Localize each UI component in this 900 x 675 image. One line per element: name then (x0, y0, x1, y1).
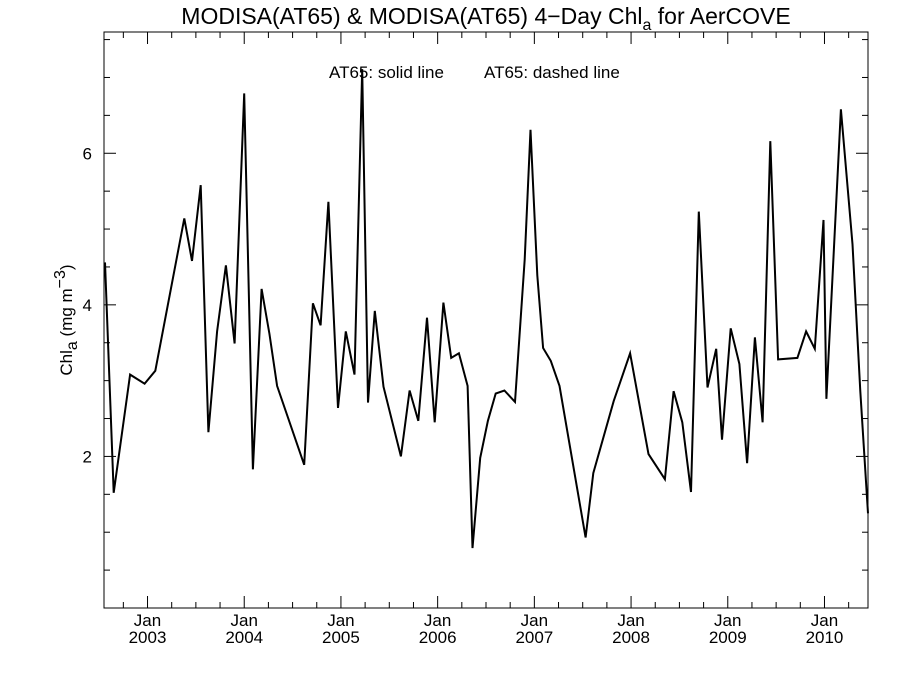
x-tick-label-year: 2009 (709, 628, 747, 647)
chart-title-subscript: a (642, 17, 651, 34)
plot-area: 246Jan2003Jan2004Jan2005Jan2006Jan2007Ja… (83, 31, 869, 647)
x-tick-label-month: Jan (327, 611, 354, 630)
x-tick-label-year: 2004 (225, 628, 263, 647)
chart-title: MODISA(AT65) & MODISA(AT65) 4−Day Chla f… (181, 3, 790, 34)
x-tick-label-year: 2007 (515, 628, 553, 647)
series-line-solid (104, 69, 869, 549)
x-tick-label-year: 2010 (806, 628, 844, 647)
legend-solid: AT65: solid line (329, 63, 444, 82)
x-tick-label-month: Jan (424, 611, 451, 630)
x-tick-label-year: 2008 (612, 628, 650, 647)
x-tick-label-year: 2003 (129, 628, 167, 647)
x-tick-label-month: Jan (231, 611, 258, 630)
x-tick-label-year: 2006 (419, 628, 457, 647)
x-tick-label-month: Jan (714, 611, 741, 630)
x-tick-label-month: Jan (617, 611, 644, 630)
x-tick-label-year: 2005 (322, 628, 360, 647)
x-tick-label-month: Jan (521, 611, 548, 630)
legend-dashed: AT65: dashed line (484, 63, 620, 82)
y-axis-label: Chla (mg m−3) (52, 264, 81, 375)
y-tick-label: 2 (83, 447, 92, 466)
y-tick-label: 4 (83, 296, 92, 315)
y-tick-label: 6 (83, 144, 92, 163)
x-tick-label-month: Jan (134, 611, 161, 630)
x-tick-label-month: Jan (811, 611, 838, 630)
